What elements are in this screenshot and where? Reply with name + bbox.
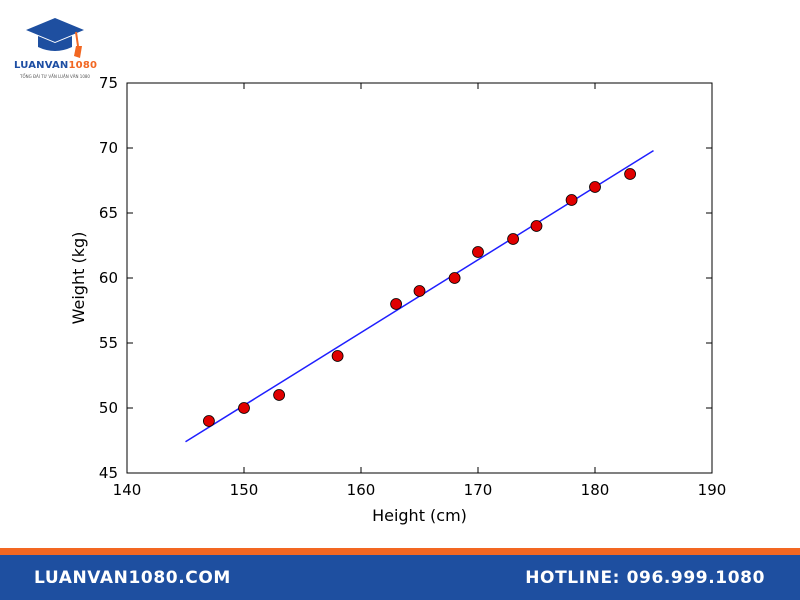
x-tick-label: 150 xyxy=(230,481,259,499)
plot-area xyxy=(126,82,713,474)
scatter-chart: 140 150 160 170 180 190 45 50 55 60 65 70 75 Height… xyxy=(69,74,727,525)
data-point xyxy=(472,246,484,258)
x-tick-label: 190 xyxy=(698,481,727,499)
y-tick-label: 75 xyxy=(99,74,118,92)
x-tick-label: 180 xyxy=(581,481,610,499)
brand-logo: LUANVAN1080 TỔNG ĐÀI TƯ VẤN LUẬN VĂN 108… xyxy=(14,14,98,84)
data-point xyxy=(413,285,426,297)
data-point xyxy=(448,272,461,284)
footer-accent-stripe xyxy=(0,548,800,555)
x-tick-label: 160 xyxy=(347,481,376,499)
data-points xyxy=(202,168,636,427)
y-tick-label: 70 xyxy=(99,139,118,157)
x-axis-ticks: 140 150 160 170 180 190 xyxy=(113,83,727,499)
y-tick-label: 45 xyxy=(99,464,118,482)
footer-bar: LUANVAN1080.COM HOTLINE: 096.999.1080 xyxy=(0,555,800,600)
data-point xyxy=(589,181,601,193)
data-point xyxy=(273,389,286,401)
y-axis-ticks: 45 50 55 60 65 70 75 xyxy=(99,74,712,482)
graduation-cap-icon xyxy=(26,18,84,58)
y-tick-label: 60 xyxy=(99,269,118,287)
data-point xyxy=(238,402,250,414)
y-tick-label: 65 xyxy=(99,204,118,222)
y-tick-label: 50 xyxy=(99,399,118,417)
data-point xyxy=(390,298,403,310)
data-point xyxy=(202,415,215,427)
brand-tagline: TỔNG ĐÀI TƯ VẤN LUẬN VĂN 1080 xyxy=(20,74,90,79)
data-point xyxy=(530,220,543,232)
y-tick-label: 55 xyxy=(99,334,118,352)
footer-hotline[interactable]: HOTLINE: 096.999.1080 xyxy=(525,568,765,588)
x-axis-label: Height (cm) xyxy=(372,506,467,525)
data-point xyxy=(507,233,519,245)
y-axis-label: Weight (kg) xyxy=(69,232,88,325)
brand-name: LUANVAN1080 xyxy=(14,60,98,71)
data-point xyxy=(565,194,578,206)
data-point xyxy=(624,168,636,180)
x-tick-label: 140 xyxy=(113,481,142,499)
footer-website[interactable]: LUANVAN1080.COM xyxy=(34,568,231,588)
data-point xyxy=(331,350,344,362)
x-tick-label: 170 xyxy=(464,481,493,499)
